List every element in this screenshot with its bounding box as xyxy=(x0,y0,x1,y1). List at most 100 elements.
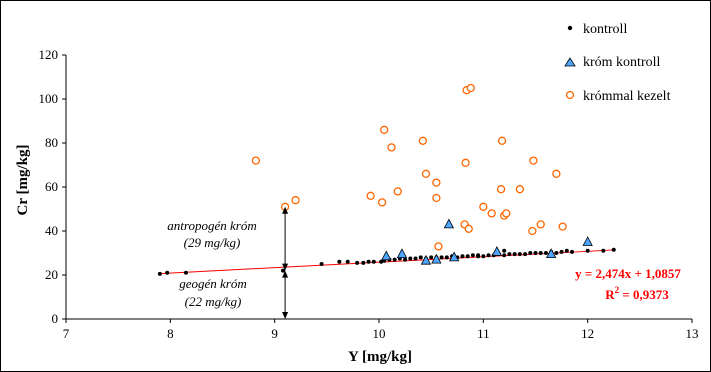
point-kontroll xyxy=(165,270,170,275)
arrowhead xyxy=(282,263,289,271)
r-squared-label: R2 = 0,9373 xyxy=(605,285,669,302)
point-kontroll xyxy=(517,252,522,257)
point-krom-kontroll xyxy=(420,254,432,265)
y-tick-label: 60 xyxy=(45,179,58,194)
point-krommal-kezelt xyxy=(432,193,441,203)
legend-label-krom-kontroll: króm kontroll xyxy=(583,55,660,70)
regression-equation: y = 2,474x + 1,0857 xyxy=(575,266,681,281)
point-krommal-kezelt xyxy=(552,169,561,178)
point-krommal-kezelt xyxy=(380,125,389,134)
point-krommal-kezelt xyxy=(466,83,475,93)
x-tick-label: 8 xyxy=(167,326,174,341)
point-kontroll xyxy=(281,268,286,273)
point-kontroll xyxy=(476,254,481,259)
arrowhead xyxy=(282,312,289,319)
point-kontroll xyxy=(392,257,397,262)
point-kontroll xyxy=(465,254,470,259)
x-tick-label: 11 xyxy=(477,326,490,341)
point-kontroll xyxy=(418,255,423,260)
x-tick-label: 10 xyxy=(373,326,386,341)
point-krommal-kezelt xyxy=(251,156,261,165)
point-kontroll xyxy=(502,248,507,253)
point-krom-kontroll xyxy=(431,253,442,264)
point-kontroll xyxy=(523,252,528,257)
point-krommal-kezelt xyxy=(366,191,375,200)
point-kontroll xyxy=(512,252,517,257)
geogenic-label-line1: geogén króm xyxy=(179,276,247,291)
legend-label-krommal-kezelt: krómmal kezelt xyxy=(583,89,671,104)
trendline xyxy=(159,249,614,275)
legend-marker-krommal-kezelt xyxy=(565,90,575,100)
legend-marker-kontroll xyxy=(567,25,573,31)
x-axis-title: Y [mg/kg] xyxy=(348,349,412,365)
point-kontroll xyxy=(564,248,569,253)
geogenic-label-line2: (22 mg/kg) xyxy=(185,294,242,309)
y-tick-label: 40 xyxy=(45,223,58,238)
legend-marker-krom-kontroll xyxy=(564,57,576,67)
anthropogenic-label-line1: antropogén króm xyxy=(167,218,256,233)
point-kontroll xyxy=(337,259,342,264)
point-krommal-kezelt xyxy=(387,143,396,152)
trendline-group xyxy=(159,249,614,275)
point-kontroll xyxy=(379,259,384,264)
point-kontroll xyxy=(460,254,465,259)
point-krommal-kezelt xyxy=(502,209,511,218)
arrowhead xyxy=(282,206,289,214)
point-kontroll xyxy=(559,249,564,254)
x-tick-label: 9 xyxy=(271,326,278,341)
point-kontroll xyxy=(319,262,324,266)
point-kontroll xyxy=(502,253,507,258)
point-kontroll xyxy=(543,251,548,255)
y-axis-title: Cr [mg/kg] xyxy=(15,145,31,216)
y-tick-label: 0 xyxy=(52,311,59,326)
anthropogenic-label-line2: (29 mg/kg) xyxy=(184,235,241,250)
y-tick-label: 120 xyxy=(39,47,59,62)
x-tick-label: 12 xyxy=(581,326,594,341)
point-kontroll xyxy=(528,251,533,255)
point-krommal-kezelt xyxy=(434,242,443,251)
point-kontroll xyxy=(507,252,512,257)
point-kontroll xyxy=(533,251,538,255)
point-kontroll xyxy=(554,251,559,255)
point-krom-kontroll xyxy=(582,236,593,246)
point-krommal-kezelt xyxy=(461,158,470,167)
legend: kontroll króm kontroll krómmal kezelt xyxy=(564,22,671,104)
data-points xyxy=(157,83,616,276)
point-krom-kontroll xyxy=(396,248,408,259)
point-kontroll xyxy=(408,256,413,261)
point-krommal-kezelt xyxy=(496,185,506,194)
point-kontroll xyxy=(444,255,449,260)
y-tick-label: 80 xyxy=(45,135,58,150)
legend-label-kontroll: kontroll xyxy=(583,22,627,37)
point-krommal-kezelt xyxy=(393,187,402,196)
point-kontroll xyxy=(371,259,376,264)
point-kontroll xyxy=(403,257,408,262)
arrowhead xyxy=(282,270,289,278)
point-krommal-kezelt xyxy=(515,185,524,194)
point-kontroll xyxy=(429,255,434,260)
point-kontroll xyxy=(611,247,616,252)
axes: 0 20 40 60 80 100 120 7 8 9 10 11 12 13 xyxy=(39,47,699,341)
point-kontroll xyxy=(157,271,162,276)
x-tick-label: 13 xyxy=(686,326,699,341)
point-krommal-kezelt xyxy=(528,226,537,236)
point-kontroll xyxy=(366,259,371,264)
y-tick-label: 100 xyxy=(39,91,59,106)
point-krommal-kezelt xyxy=(536,220,545,229)
point-krom-kontroll xyxy=(381,250,392,261)
point-krom-kontroll xyxy=(443,218,455,229)
point-kontroll xyxy=(470,253,475,258)
point-krommal-kezelt xyxy=(558,222,567,231)
point-kontroll xyxy=(481,254,486,259)
point-krom-kontroll xyxy=(448,251,460,262)
point-krommal-kezelt xyxy=(464,224,473,233)
point-kontroll xyxy=(413,256,418,261)
point-kontroll xyxy=(439,255,444,260)
point-kontroll xyxy=(486,253,491,258)
point-krommal-kezelt xyxy=(377,198,387,207)
point-krommal-kezelt xyxy=(529,156,538,165)
point-kontroll xyxy=(538,251,543,255)
point-krom-kontroll xyxy=(545,248,557,259)
y-tick-label: 20 xyxy=(45,267,58,282)
